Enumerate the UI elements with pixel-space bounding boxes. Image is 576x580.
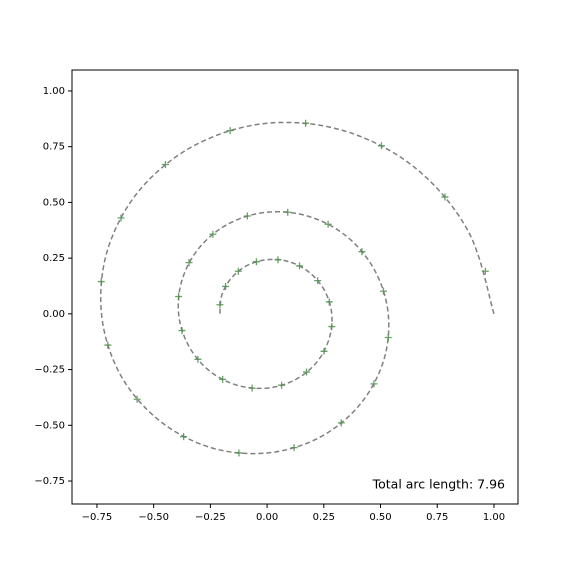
marker	[161, 161, 169, 169]
marker	[248, 384, 256, 392]
marker	[133, 395, 141, 403]
marker	[234, 267, 242, 275]
x-tick-label: 0.50	[369, 512, 391, 523]
x-tick-label: 1.00	[483, 512, 505, 523]
marker	[175, 292, 183, 300]
x-tick-label: −0.75	[82, 512, 113, 523]
marker	[117, 214, 125, 222]
marker	[314, 277, 322, 285]
marker	[222, 282, 230, 290]
marker	[180, 433, 188, 441]
marker	[377, 142, 385, 150]
y-tick-label: 0.00	[43, 309, 65, 320]
marker	[209, 230, 217, 238]
x-tick-label: −0.25	[195, 512, 226, 523]
x-tick-label: 0.75	[426, 512, 448, 523]
marker	[185, 259, 193, 267]
marker	[278, 381, 286, 389]
x-tick-label: 0.25	[313, 512, 335, 523]
marker	[97, 278, 105, 286]
marker	[379, 287, 387, 295]
marker	[325, 298, 333, 306]
marker	[296, 262, 304, 270]
marker	[194, 355, 202, 363]
y-tick-label: −0.50	[34, 420, 65, 431]
marker	[324, 220, 332, 228]
marker	[302, 119, 310, 127]
marker	[178, 327, 186, 335]
marker	[284, 208, 292, 216]
marker	[219, 375, 227, 383]
marker	[252, 258, 260, 266]
marker	[328, 323, 336, 331]
marker	[235, 449, 243, 457]
marker	[441, 193, 449, 201]
marker	[274, 256, 282, 264]
y-tick-label: 0.25	[43, 253, 65, 264]
marker	[320, 347, 328, 355]
y-tick-label: −0.75	[34, 476, 65, 487]
plot-frame	[71, 69, 519, 505]
marker	[384, 333, 392, 341]
marker	[226, 127, 234, 135]
y-tick-label: 1.00	[43, 86, 65, 97]
marker	[358, 248, 366, 256]
marker	[481, 267, 489, 275]
marker	[303, 368, 311, 376]
marker	[337, 419, 345, 427]
x-tick-label: −0.50	[138, 512, 169, 523]
marker	[104, 341, 112, 349]
y-tick-label: 0.75	[43, 142, 65, 153]
marker	[216, 301, 224, 309]
x-tick-label: 0.00	[256, 512, 278, 523]
marker	[290, 444, 298, 452]
y-tick-label: −0.25	[34, 365, 65, 376]
annotation: Total arc length: 7.96	[372, 477, 505, 492]
spiral-line	[99, 121, 495, 455]
marker	[370, 380, 378, 388]
marker	[243, 212, 251, 220]
y-tick-label: 0.50	[43, 197, 65, 208]
